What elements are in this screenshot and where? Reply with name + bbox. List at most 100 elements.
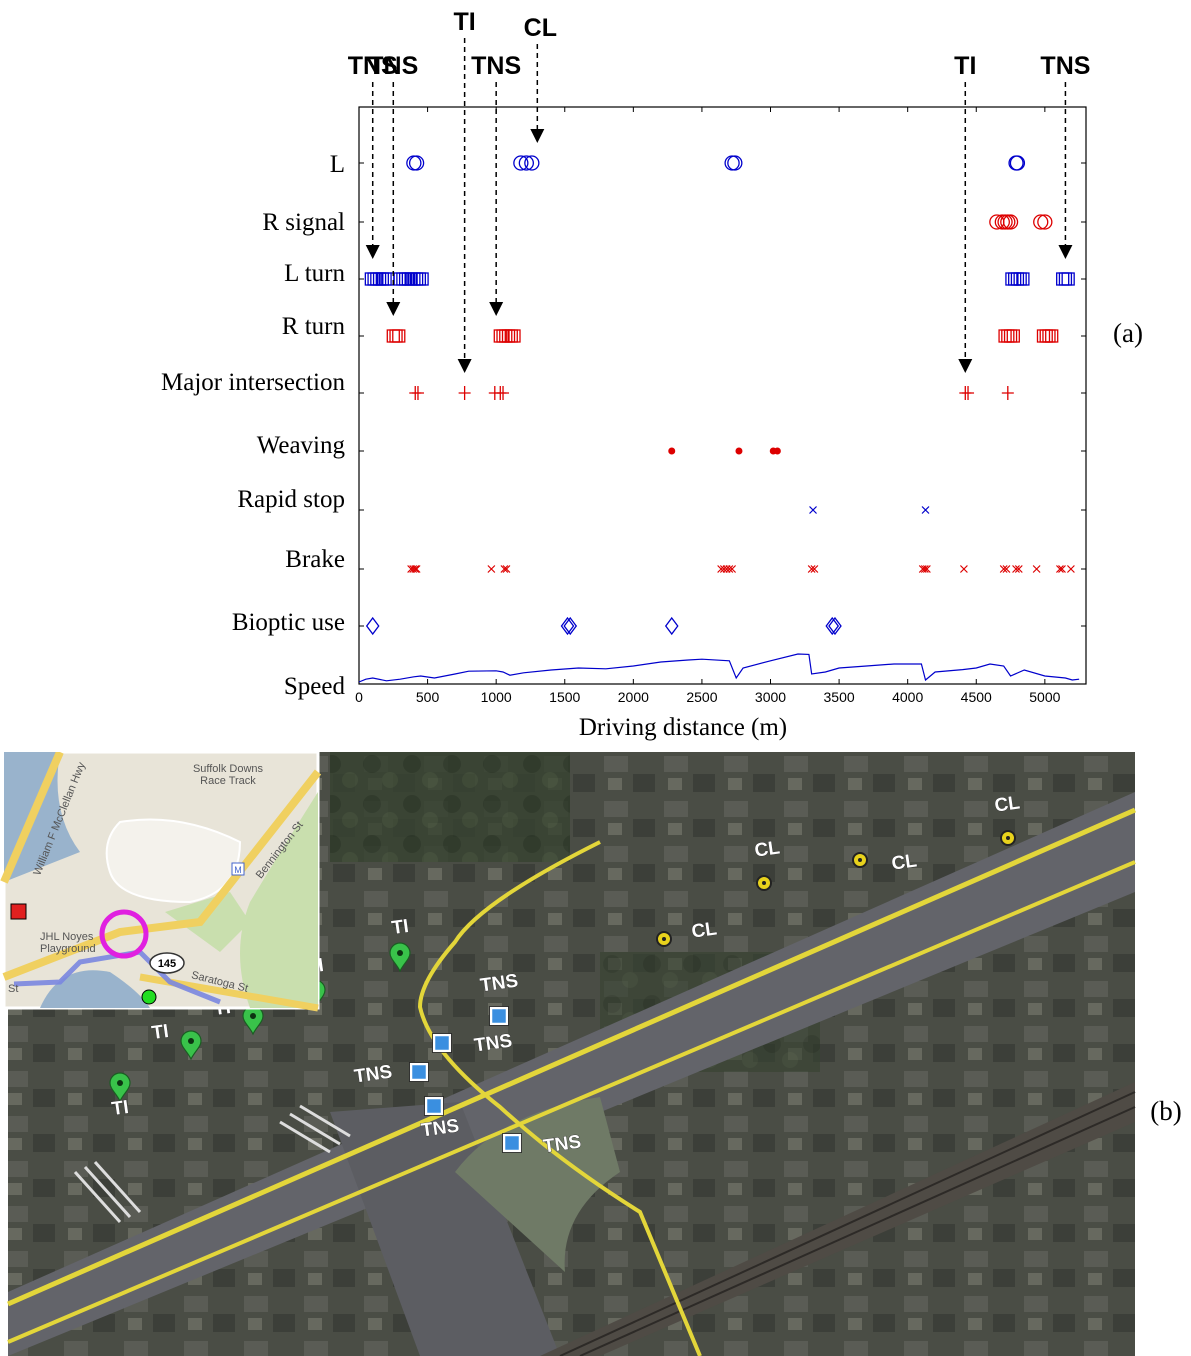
side-road	[330, 1102, 560, 1356]
x-tick-label: 5000	[1029, 689, 1060, 705]
data-point	[1016, 272, 1030, 286]
data-point	[1002, 565, 1011, 573]
row-label: Major intersection	[161, 369, 345, 396]
plot-frame	[358, 106, 1087, 685]
annotation-arrowhead	[958, 359, 973, 373]
data-point	[415, 272, 429, 286]
data-point	[920, 565, 929, 573]
inset-label: JHL Noyes	[40, 931, 94, 943]
data-point	[921, 506, 930, 514]
ti-pin-dot	[117, 1080, 123, 1086]
rail-track	[579, 1106, 1136, 1356]
ti-pin-dot	[250, 1013, 256, 1019]
tns-marker-icon	[432, 1033, 452, 1053]
annotation-arrowhead	[489, 302, 504, 316]
x-tick-label: 500	[416, 689, 440, 705]
ti-pin-dot	[188, 1038, 194, 1044]
row-label: Brake	[285, 546, 345, 573]
annotation-label: TNS	[348, 52, 398, 80]
data-point	[668, 447, 676, 455]
data-point	[1006, 329, 1020, 343]
tns-marker-outline	[489, 1006, 509, 1026]
tns-marker-icon	[409, 1062, 429, 1082]
x-tick-label: 1000	[481, 689, 512, 705]
data-point	[389, 329, 403, 343]
ti-pin-dot	[397, 950, 403, 956]
data-point	[458, 386, 471, 400]
data-point	[408, 155, 425, 171]
data-point	[513, 155, 529, 171]
annotation-arrowhead	[365, 245, 380, 259]
photo-marker-label: TNS	[420, 1116, 461, 1142]
photo-marker-label: CL	[690, 918, 718, 942]
data-point	[1012, 565, 1020, 573]
data-point	[959, 565, 968, 573]
panel-label-a: (a)	[1113, 318, 1143, 348]
ti-pin-icon	[109, 1072, 131, 1103]
transit-icon-label: M	[234, 865, 242, 875]
row-label: Weaving	[257, 432, 346, 459]
tns-marker-icon	[424, 1096, 444, 1116]
ti-pin-icon	[389, 942, 411, 973]
data-point	[409, 565, 418, 573]
tns-marker-outline	[502, 1133, 522, 1153]
data-point	[1001, 386, 1014, 400]
annotation-label: TNS	[471, 52, 521, 80]
annotation-label: TNS	[368, 52, 418, 80]
cl-marker-dot	[858, 858, 862, 862]
x-tick-label: 3000	[755, 689, 786, 705]
x-tick-label: 1500	[549, 689, 580, 705]
data-point	[560, 616, 575, 636]
data-point	[1032, 565, 1041, 573]
photo-marker-label: TI	[150, 1021, 170, 1044]
data-point	[500, 565, 509, 573]
tns-marker-outline	[409, 1062, 429, 1082]
data-point	[487, 565, 496, 573]
panel-label-b: (b)	[1150, 1096, 1181, 1126]
data-point	[411, 565, 420, 573]
annotation-label: CL	[524, 14, 557, 42]
route-shield	[149, 952, 185, 974]
data-point	[962, 386, 975, 400]
row-label: R turn	[282, 313, 346, 340]
photo-marker-label: TI	[110, 1097, 130, 1120]
photo-marker-label: CL	[753, 837, 781, 861]
route-line	[417, 840, 702, 1356]
data-point	[412, 565, 421, 573]
photo-marker-label: TI	[390, 916, 410, 939]
route-line	[7, 860, 1136, 1344]
data-point	[728, 565, 737, 573]
data-point	[828, 616, 842, 636]
crosswalk	[73, 1104, 351, 1224]
x-tick-label: 4500	[961, 689, 992, 705]
inset-water	[40, 970, 150, 1008]
data-point	[497, 386, 510, 400]
data-point	[825, 616, 840, 636]
data-point	[1045, 329, 1059, 343]
route-shield-number: 145	[158, 958, 176, 970]
data-point	[1037, 214, 1053, 230]
cl-marker-dot	[762, 881, 766, 885]
data-point	[727, 155, 743, 171]
x-tick-label: 0	[355, 689, 363, 705]
inset-park	[165, 892, 250, 952]
annotation-label: TI	[454, 8, 476, 36]
inset-label: Race Track	[200, 775, 256, 787]
tns-marker-outline	[424, 1096, 444, 1116]
annotation-arrowhead	[1058, 245, 1073, 259]
inset-park	[240, 792, 318, 1008]
end-marker-square	[10, 903, 27, 920]
data-point	[1033, 214, 1049, 230]
data-point	[810, 565, 819, 573]
data-point	[664, 616, 679, 636]
data-point	[807, 565, 816, 573]
data-point	[392, 329, 406, 343]
row-label: Speed	[284, 673, 346, 700]
data-marks	[358, 155, 1080, 683]
x-tick-label: 2500	[686, 689, 717, 705]
data-point	[507, 329, 521, 343]
data-point	[1008, 155, 1024, 171]
aerial-photo-panel: CLCLCLCLTITITITITITNSTNSTNSTNSTNS Suffol…	[0, 752, 1182, 1356]
data-point	[725, 565, 734, 573]
